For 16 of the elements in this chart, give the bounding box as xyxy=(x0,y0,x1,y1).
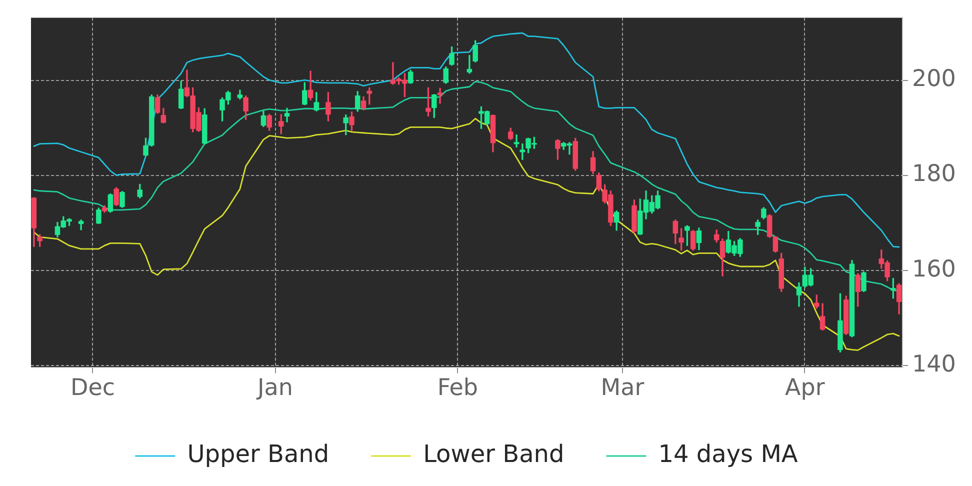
legend-label: 14 days MA xyxy=(658,440,798,468)
y-tick-label: 200 xyxy=(912,66,956,92)
legend-label: Lower Band xyxy=(423,440,564,468)
candlestick xyxy=(284,108,290,122)
legend-label: Upper Band xyxy=(187,440,330,468)
candlestick xyxy=(437,88,443,104)
x-tick-label: Feb xyxy=(437,375,478,402)
x-tick-label: Mar xyxy=(600,375,645,402)
x-tick-label: Apr xyxy=(784,375,826,402)
candlestick xyxy=(514,134,520,148)
candlestick xyxy=(466,55,472,74)
x-tick-label: Dec xyxy=(70,375,116,402)
y-tick-label: 160 xyxy=(912,256,956,282)
y-tick-label: 180 xyxy=(912,161,956,188)
y-tick-label: 140 xyxy=(912,351,956,378)
x-tick-label: Jan xyxy=(256,375,293,402)
